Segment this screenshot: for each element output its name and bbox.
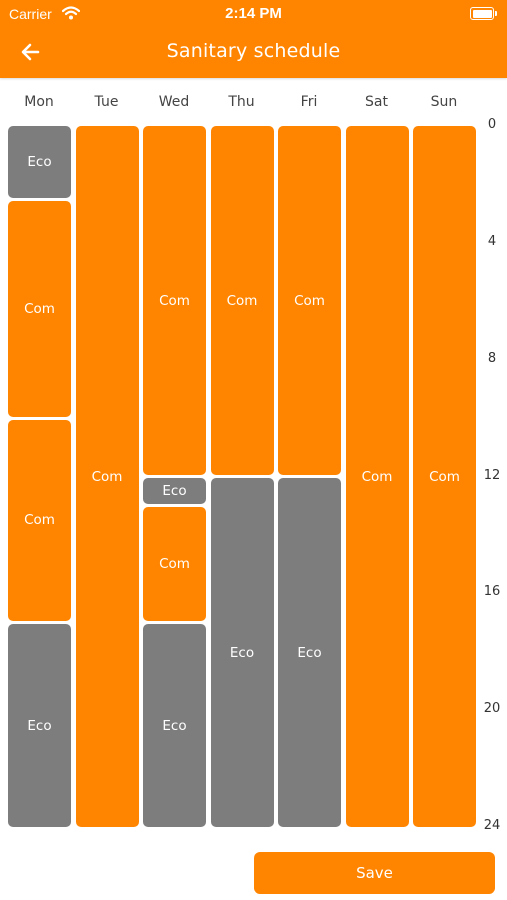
schedule-block-fri-com[interactable]: Com <box>278 126 341 475</box>
schedule-block-fri-eco[interactable]: Eco <box>278 478 341 827</box>
hour-tick-label: 12 <box>483 467 501 483</box>
day-label-sat: Sat <box>365 94 388 110</box>
schedule-block-thu-com[interactable]: Com <box>210 126 274 475</box>
schedule-block-tue-com[interactable]: Com <box>75 126 139 827</box>
day-label-mon: Mon <box>24 94 54 110</box>
schedule-block-label: Eco <box>162 717 187 734</box>
arrow-left-icon <box>21 43 40 61</box>
schedule-block-wed-com[interactable]: Com <box>143 507 206 622</box>
status-time: 2:14 PM <box>225 5 282 22</box>
schedule-block-wed-eco[interactable]: Eco <box>143 478 206 505</box>
schedule-block-label: Com <box>24 512 55 529</box>
schedule-block-label: Eco <box>162 483 187 500</box>
schedule-block-label: Eco <box>27 717 52 734</box>
schedule-block-mon-com[interactable]: Com <box>8 419 71 622</box>
schedule-block-label: Com <box>226 292 258 309</box>
save-button[interactable]: Save <box>254 852 495 894</box>
hour-tick-label: 24 <box>483 818 501 833</box>
schedule-block-label: Eco <box>297 644 322 661</box>
day-label-fri: Fri <box>300 94 318 110</box>
day-label-thu: Thu <box>228 94 255 110</box>
schedule-block-sat-com[interactable]: Com <box>345 126 409 827</box>
schedule-block-label: Eco <box>229 644 255 661</box>
schedule-block-label: Eco <box>27 153 52 170</box>
day-label-sun: Sun <box>430 94 458 110</box>
schedule-block-thu-eco[interactable]: Eco <box>210 478 274 827</box>
wifi-icon <box>61 5 81 20</box>
schedule-block-wed-com[interactable]: Com <box>143 126 206 475</box>
schedule-block-sun-com[interactable]: Com <box>413 126 476 827</box>
hour-tick-label: 4 <box>487 233 497 249</box>
schedule-block-label: Com <box>159 292 190 309</box>
status-bar: Carrier 2:14 PM <box>0 0 507 28</box>
battery-icon <box>470 7 497 20</box>
day-label-wed: Wed <box>158 94 190 110</box>
schedule-block-label: Com <box>429 468 460 485</box>
schedule-block-mon-eco[interactable]: Eco <box>8 126 71 198</box>
schedule-block-label: Com <box>159 556 190 573</box>
hour-tick-label: 16 <box>483 584 501 600</box>
back-button[interactable] <box>18 40 44 64</box>
app-header: Carrier 2:14 PM Sanitary schedule <box>0 0 507 78</box>
schedule-block-label: Com <box>24 300 55 317</box>
hour-tick-label: 8 <box>487 350 497 366</box>
day-label-tue: Tue <box>94 94 119 110</box>
schedule-block-label: Com <box>294 292 325 309</box>
carrier-label: Carrier <box>9 6 52 22</box>
schedule-block-label: Com <box>91 468 123 485</box>
hour-tick-label: 0 <box>487 117 497 132</box>
schedule-block-label: Com <box>361 468 393 485</box>
schedule-block-mon-eco[interactable]: Eco <box>8 624 71 827</box>
page-title: Sanitary schedule <box>166 40 341 62</box>
hour-tick-label: 20 <box>483 701 501 717</box>
schedule-block-mon-com[interactable]: Com <box>8 200 71 417</box>
schedule-block-wed-eco[interactable]: Eco <box>143 624 206 827</box>
